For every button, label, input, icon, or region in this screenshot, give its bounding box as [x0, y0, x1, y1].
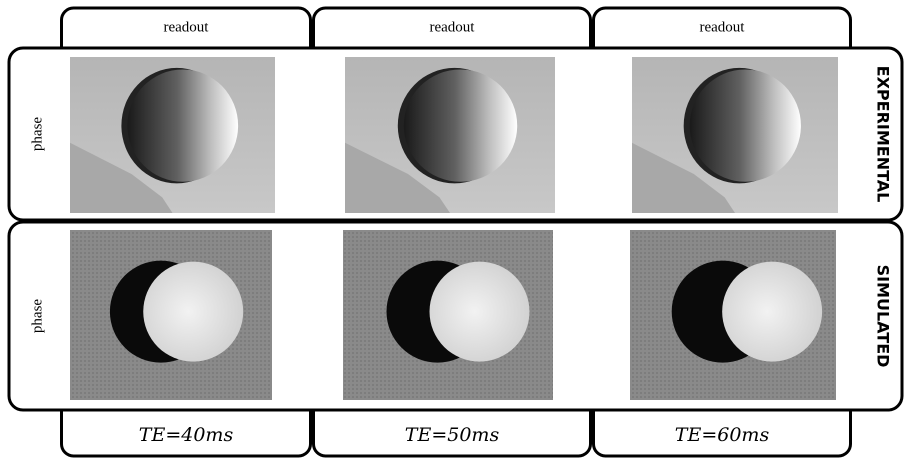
bright-disc — [722, 262, 822, 362]
simulated-image — [343, 230, 553, 400]
experimental-image — [632, 57, 838, 213]
row-side-label: SIMULATED — [874, 265, 893, 368]
layout: readout TE=40ms readout TE=50ms readout TE=60… — [9, 8, 902, 456]
simulated-image — [630, 230, 836, 400]
bright-disc — [143, 262, 243, 362]
row-axis-label: phase — [29, 117, 45, 151]
column-header: readout — [164, 19, 210, 35]
row-side-label: EXPERIMENTAL — [874, 66, 893, 203]
phase-blob — [127, 69, 238, 181]
experimental-image — [345, 57, 555, 213]
row-axis-label: phase — [29, 299, 45, 333]
phase-blob — [404, 69, 517, 181]
figure: readout TE=40ms readout TE=50ms readout TE=60… — [0, 0, 910, 459]
bright-disc — [430, 262, 530, 362]
column-footer: TE=60ms — [675, 424, 770, 446]
column-header: readout — [700, 19, 746, 35]
simulated-image — [70, 230, 272, 400]
column-header: readout — [430, 19, 476, 35]
phase-blob — [690, 69, 801, 181]
experimental-image — [70, 57, 275, 213]
column-footer: TE=40ms — [139, 424, 234, 446]
column-footer: TE=50ms — [405, 424, 500, 446]
